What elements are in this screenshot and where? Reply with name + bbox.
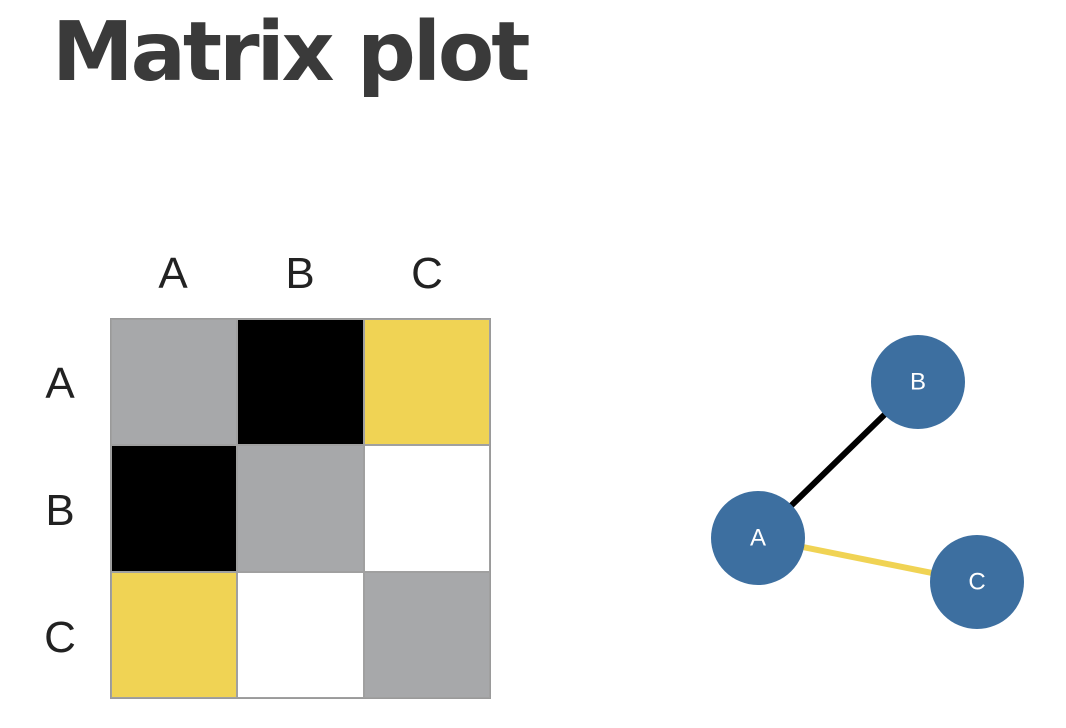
node-a-circle: [711, 491, 805, 585]
node-a-label: A: [750, 524, 766, 551]
matrix-cell-b-a: [111, 445, 238, 572]
node-c-label: C: [968, 568, 985, 595]
matrix-col-label-a: A: [158, 249, 188, 298]
adjacency-matrix: [110, 318, 491, 699]
matrix-cell-b-b: [237, 445, 364, 572]
matrix-cell-a-c: [363, 319, 490, 446]
node-c: C: [930, 535, 1024, 629]
matrix-row-label-b: B: [45, 486, 75, 535]
matrix-col-label-c: C: [411, 249, 443, 298]
node-b-circle: [871, 335, 965, 429]
node-c-circle: [930, 535, 1024, 629]
matrix-cell-a-a: [111, 319, 238, 446]
matrix-cell-c-c: [363, 571, 490, 698]
node-b: B: [871, 335, 965, 429]
matrix-cell-c-b: [237, 571, 364, 698]
network-graph: B A C: [711, 335, 1024, 629]
node-b-label: B: [910, 368, 926, 395]
matrix-cell-c-a: [111, 571, 238, 698]
matrix-cell-a-b: [237, 319, 364, 446]
matrix-col-label-b: B: [285, 249, 315, 298]
matrix-row-label-c: C: [44, 613, 76, 662]
matrix-cell-b-c: [363, 445, 490, 572]
node-a: A: [711, 491, 805, 585]
page-title: Matrix plot: [52, 5, 530, 100]
matrix-row-label-a: A: [45, 359, 75, 408]
